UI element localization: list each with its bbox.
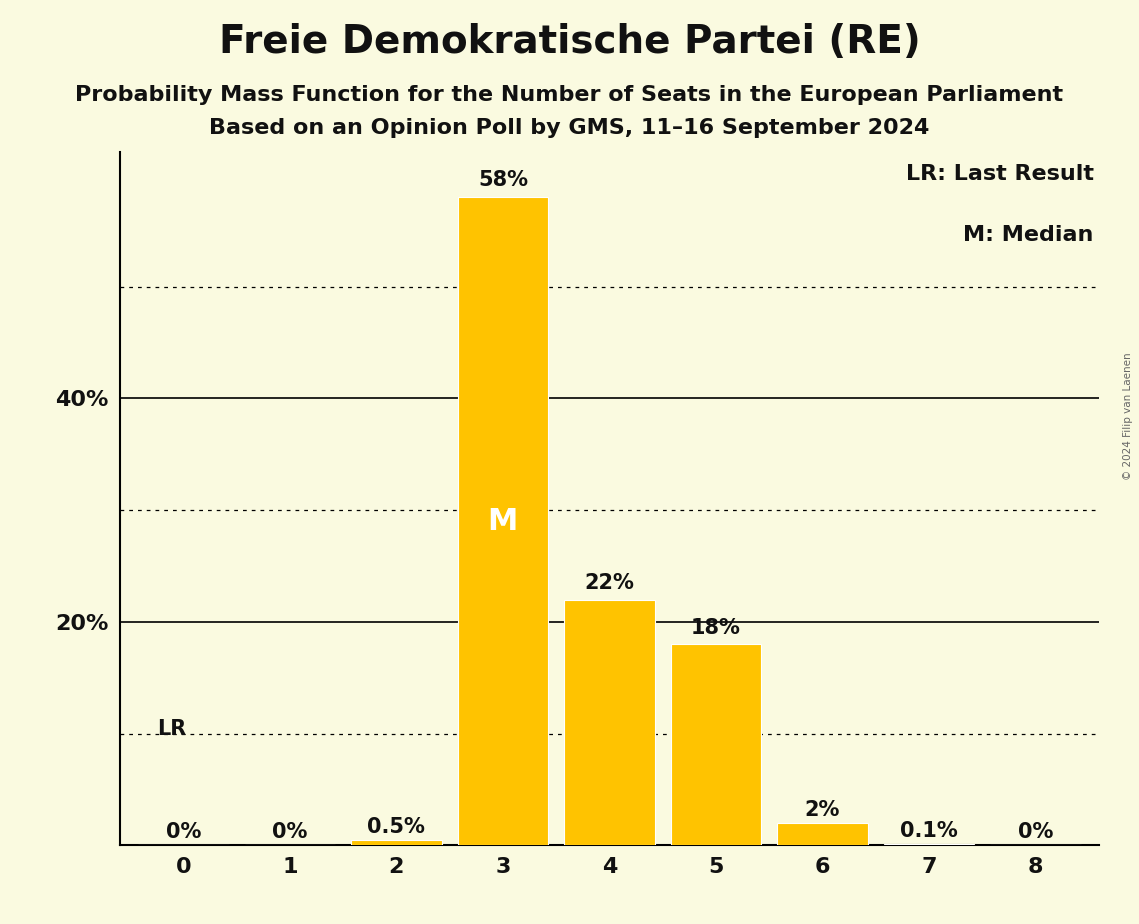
Text: 0.5%: 0.5%: [368, 817, 425, 836]
Text: 0.1%: 0.1%: [900, 821, 958, 841]
Text: M: Median: M: Median: [964, 225, 1093, 245]
Text: 22%: 22%: [584, 573, 634, 593]
Text: 2%: 2%: [804, 800, 839, 820]
Text: Based on an Opinion Poll by GMS, 11–16 September 2024: Based on an Opinion Poll by GMS, 11–16 S…: [210, 118, 929, 139]
Bar: [564, 600, 655, 845]
Bar: [671, 644, 761, 845]
Text: 0%: 0%: [1017, 822, 1052, 842]
Bar: [351, 840, 442, 845]
Text: © 2024 Filip van Laenen: © 2024 Filip van Laenen: [1123, 352, 1132, 480]
Text: LR: LR: [157, 719, 186, 739]
Text: Probability Mass Function for the Number of Seats in the European Parliament: Probability Mass Function for the Number…: [75, 85, 1064, 105]
Text: Freie Demokratische Partei (RE): Freie Demokratische Partei (RE): [219, 23, 920, 61]
Bar: [777, 823, 868, 845]
Text: 0%: 0%: [272, 822, 308, 842]
Text: 0%: 0%: [166, 822, 202, 842]
Text: LR: Last Result: LR: Last Result: [906, 164, 1093, 184]
Text: M: M: [487, 507, 518, 536]
Text: 18%: 18%: [691, 617, 740, 638]
Text: 58%: 58%: [478, 170, 527, 190]
Bar: [458, 197, 548, 845]
